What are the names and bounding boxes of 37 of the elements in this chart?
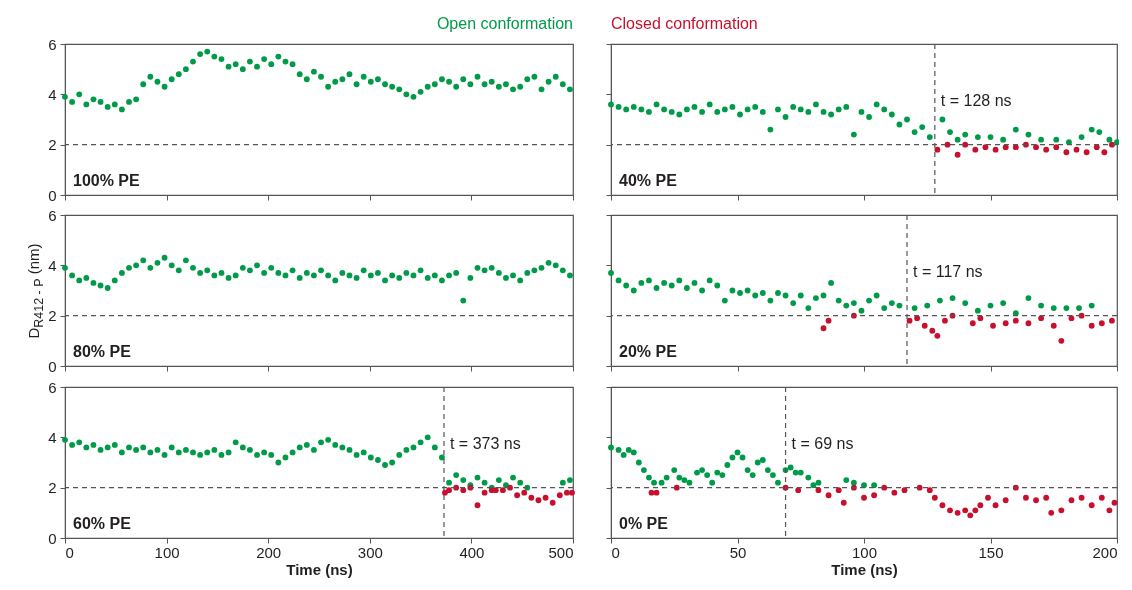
x-tick-label: 50 <box>729 543 747 561</box>
y-tick-label: 6 <box>48 35 57 53</box>
x-tick-label: 100 <box>851 543 878 561</box>
annotation: 80% PE <box>73 343 132 360</box>
y-tick-label: 6 <box>48 206 57 224</box>
text: Open conformation <box>436 15 573 32</box>
x-tick-label: 500 <box>548 543 574 561</box>
y-tick-label: 0 <box>48 186 57 204</box>
annotation: 0% PE <box>619 515 669 532</box>
y-tick-label: 0 <box>48 529 57 547</box>
annotation: 100% PE <box>73 172 141 189</box>
annotation: 60% PE <box>73 515 132 532</box>
y-tick-label: 2 <box>48 479 57 497</box>
annotation: 20% PE <box>619 343 678 360</box>
y-tick-label: 0 <box>48 357 57 375</box>
x-tick-label: 200 <box>1092 543 1118 561</box>
y-tick-label: 6 <box>48 378 57 396</box>
x-tick-label: 300 <box>357 543 383 561</box>
ref-line-label: t = 373 ns <box>449 435 521 453</box>
x-tick-label: 400 <box>459 543 485 561</box>
y-tick-label: 4 <box>48 85 57 103</box>
y-tick-label: 2 <box>48 136 57 154</box>
annotation: 40% PE <box>619 172 678 189</box>
ref-line-label: t = 69 ns <box>791 435 854 453</box>
y-tick-label: 2 <box>48 307 57 325</box>
ref-line-label: t = 128 ns <box>940 92 1012 110</box>
y-tick-label: 4 <box>48 256 57 274</box>
ref-line-label: t = 117 ns <box>913 263 983 281</box>
x-tick-label: 200 <box>256 543 282 561</box>
y-tick-label: 4 <box>48 428 57 446</box>
x-tick-label: 150 <box>978 543 1004 561</box>
x-tick-label: 0 <box>611 543 620 561</box>
x-tick-label: 0 <box>65 543 74 561</box>
x-axis-title: Time (ns) <box>286 560 353 578</box>
x-tick-label: 100 <box>154 543 180 561</box>
x-axis-title: Time (ns) <box>831 560 898 578</box>
text: Closed conformation <box>611 15 758 32</box>
